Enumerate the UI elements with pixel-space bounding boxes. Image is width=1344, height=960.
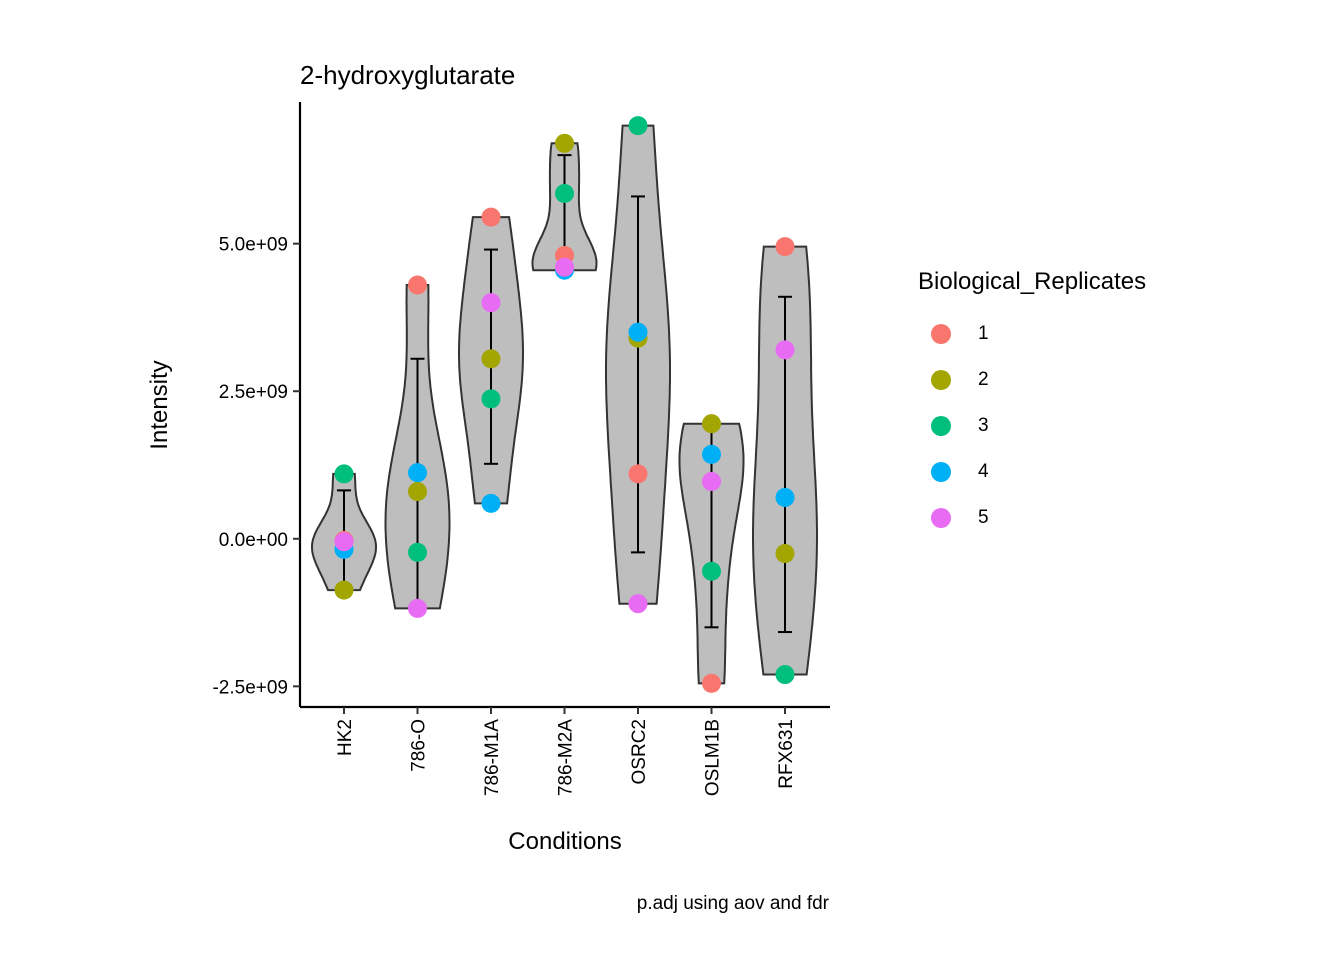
legend-swatch — [931, 508, 951, 528]
x-tick-label: 786-M1A — [482, 719, 503, 796]
y-tick-label: 5.0e+09 — [219, 235, 288, 256]
data-point-786-O-rep3 — [408, 542, 427, 562]
data-point-RFX631-rep1 — [775, 237, 795, 257]
data-point-RFX631-rep3 — [775, 665, 795, 685]
y-tick-label: 2.5e+09 — [219, 382, 288, 403]
data-point-786-M2A-rep5 — [555, 257, 574, 277]
data-point-786-O-rep1 — [408, 275, 427, 295]
y-tick-label: 0.0e+00 — [219, 530, 288, 551]
data-point-OSLM1B-rep3 — [702, 561, 721, 581]
data-point-786-M1A-rep2 — [481, 349, 501, 369]
data-point-OSRC2-rep5 — [628, 594, 648, 614]
data-point-RFX631-rep5 — [775, 340, 795, 360]
data-point-OSRC2-rep1 — [628, 464, 648, 484]
data-point-786-M1A-rep5 — [481, 293, 501, 313]
legend-item: 1 — [918, 320, 1038, 350]
data-point-OSLM1B-rep2 — [702, 414, 721, 434]
legend-item: 2 — [918, 366, 1038, 396]
legend-item: 4 — [918, 458, 1038, 488]
data-point-786-M2A-rep2 — [555, 133, 574, 153]
x-tick-label: OSLM1B — [703, 719, 724, 796]
data-point-786-O-rep4 — [408, 463, 427, 483]
x-axis-label: Conditions — [508, 828, 622, 855]
legend: Biological_Replicates 1 2 3 4 5 — [918, 268, 1147, 528]
legend-label: 3 — [978, 415, 989, 436]
x-tick-label: OSRC2 — [629, 719, 650, 784]
chart-caption: p.adj using aov and fdr — [636, 893, 829, 914]
chart-title: 2-hydroxyglutarate — [300, 60, 516, 90]
data-point-RFX631-rep4 — [775, 487, 795, 507]
legend-title: Biological_Replicates — [918, 268, 1147, 295]
legend-swatch — [931, 370, 951, 390]
data-point-HK2-rep5 — [334, 532, 354, 552]
legend-label: 2 — [978, 369, 989, 390]
y-axis-label: Intensity — [146, 360, 173, 450]
data-point-OSLM1B-rep4 — [702, 444, 721, 464]
data-point-786-O-rep2 — [408, 482, 427, 502]
data-point-OSLM1B-rep5 — [702, 472, 721, 492]
legend-swatch — [931, 324, 951, 344]
data-point-OSLM1B-rep1 — [702, 673, 721, 693]
data-point-HK2-rep3 — [334, 464, 354, 484]
legend-item: 5 — [918, 504, 1038, 534]
data-point-786-M2A-rep3 — [555, 183, 574, 203]
x-tick-label: 786-M2A — [556, 719, 577, 796]
legend-label: 1 — [978, 323, 989, 344]
legend-swatch — [931, 416, 951, 436]
data-point-786-M1A-rep3 — [481, 389, 501, 409]
x-tick-label: HK2 — [335, 719, 356, 756]
data-point-HK2-rep2 — [334, 580, 354, 600]
x-tick-label: 786-O — [409, 719, 430, 772]
legend-swatch — [931, 462, 951, 482]
data-point-RFX631-rep2 — [775, 544, 795, 564]
data-point-OSRC2-rep4 — [628, 322, 648, 342]
legend-label: 5 — [978, 507, 989, 528]
x-tick-label: RFX631 — [776, 719, 797, 789]
data-point-786-O-rep5 — [408, 598, 427, 618]
y-tick-label: -2.5e+09 — [212, 677, 288, 698]
legend-item: 3 — [918, 412, 1038, 442]
data-point-OSRC2-rep3 — [628, 116, 648, 136]
data-point-786-M1A-rep1 — [481, 207, 501, 227]
data-point-786-M1A-rep4 — [481, 493, 501, 513]
legend-label: 4 — [978, 461, 989, 482]
